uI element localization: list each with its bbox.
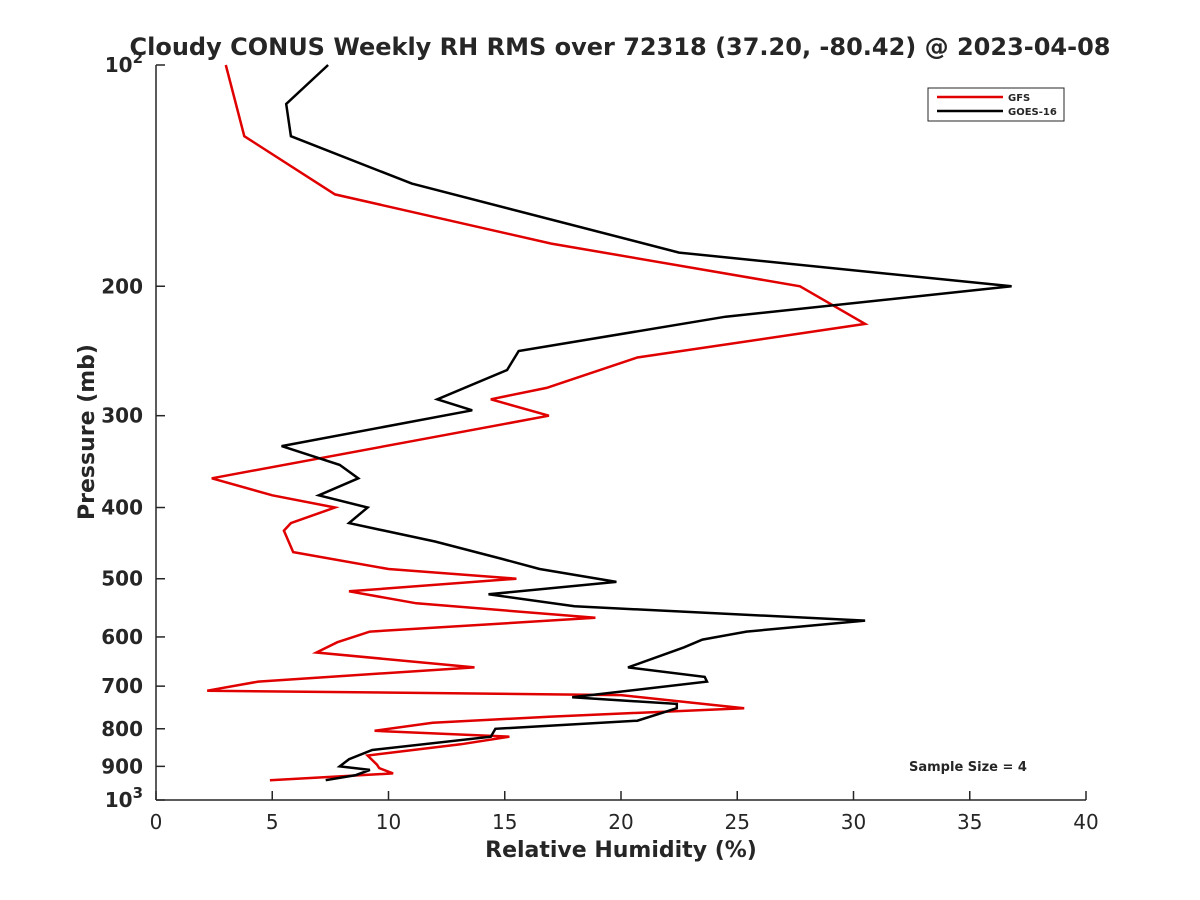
y-tick-label: 800: [101, 717, 143, 741]
x-tick-label: 0: [150, 810, 163, 834]
legend-label-goes-16: GOES-16: [1008, 107, 1057, 118]
x-tick-label: 5: [266, 810, 279, 834]
y-tick-label: 102: [105, 49, 143, 77]
series-layer: [206, 64, 1012, 782]
series-line-goes-16: [281, 64, 1012, 782]
y-tick-label: 300: [101, 404, 143, 428]
x-tick-label: 35: [957, 810, 982, 834]
series-line-gfs: [206, 64, 869, 782]
x-tick-label: 20: [608, 810, 633, 834]
x-tick-label: 25: [725, 810, 750, 834]
x-tick-label: 10: [376, 810, 401, 834]
legend: GFS GOES-16: [927, 87, 1065, 122]
y-axis-label: Pressure (mb): [75, 344, 100, 520]
y-tick-label: 103: [105, 784, 143, 812]
chart-title: Cloudy CONUS Weekly RH RMS over 72318 (3…: [130, 33, 1111, 61]
sample-size-annotation: Sample Size = 4: [909, 760, 1027, 775]
legend-label-gfs: GFS: [1008, 93, 1030, 104]
x-ticks: 0 5 10 15 20 25 30 35 40: [150, 791, 1099, 834]
x-tick-label: 30: [841, 810, 866, 834]
y-tick-label: 500: [101, 567, 143, 591]
y-tick-label: 400: [101, 496, 143, 520]
x-tick-label: 40: [1073, 810, 1098, 834]
y-tick-label: 200: [101, 274, 143, 298]
y-tick-label: 700: [101, 674, 143, 698]
y-tick-label: 900: [101, 754, 143, 778]
x-axis-label: Relative Humidity (%): [485, 838, 757, 863]
y-tick-label: 600: [101, 625, 143, 649]
x-tick-label: 15: [492, 810, 517, 834]
axes-layer: [155, 65, 1086, 801]
y-ticks: 102 200 300 400 500 600 700 800 900 103: [101, 49, 165, 812]
legend-box: [927, 87, 1065, 122]
